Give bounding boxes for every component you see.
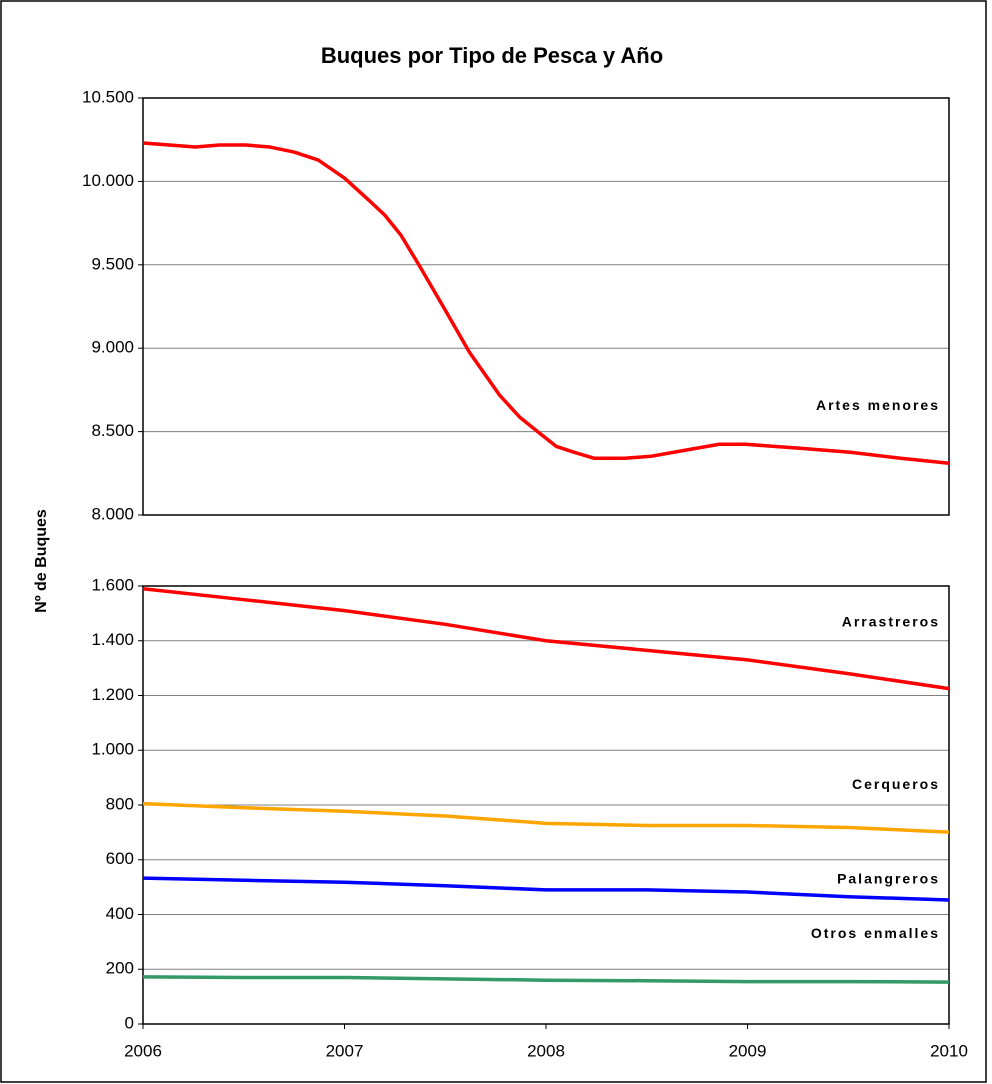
series-line <box>142 876 950 902</box>
x-tick-label: 2010 <box>930 1041 968 1060</box>
y-tick-label: 1.200 <box>91 685 134 704</box>
y-tick-label: 10.000 <box>82 171 134 190</box>
y-tick-label: 800 <box>106 794 134 813</box>
series-label: Cerqueros <box>852 776 940 792</box>
series-line <box>142 586 950 691</box>
x-tick-label: 2009 <box>729 1041 767 1060</box>
y-tick-label: 10.500 <box>82 87 134 106</box>
series-line <box>142 141 950 466</box>
y-tick-label: 400 <box>106 904 134 923</box>
y-tick-label: 9.500 <box>91 254 134 273</box>
y-tick-label: 0 <box>125 1013 134 1032</box>
plot-frame <box>142 97 950 516</box>
chart-title: Buques por Tipo de Pesca y Año <box>321 43 663 68</box>
series-line <box>142 801 950 834</box>
series-label: Palangreros <box>837 871 940 887</box>
series-line <box>142 975 950 984</box>
series-label: Arrastreros <box>842 613 940 629</box>
y-tick-label: 1.400 <box>91 630 134 649</box>
y-tick-label: 8.500 <box>91 421 134 440</box>
y-tick-label: 9.000 <box>91 338 134 357</box>
y-tick-label: 200 <box>106 959 134 978</box>
series-label: Artes menores <box>816 397 940 413</box>
x-tick-label: 2008 <box>527 1041 565 1060</box>
x-tick-label: 2006 <box>124 1041 162 1060</box>
y-axis-label: Nº de Buques <box>33 509 50 613</box>
y-tick-label: 8.000 <box>91 504 134 523</box>
y-tick-label: 600 <box>106 849 134 868</box>
series-label: Otros enmalles <box>811 925 940 941</box>
y-tick-label: 1.000 <box>91 740 134 759</box>
y-tick-label: 1.600 <box>91 575 134 594</box>
x-tick-label: 2007 <box>326 1041 364 1060</box>
